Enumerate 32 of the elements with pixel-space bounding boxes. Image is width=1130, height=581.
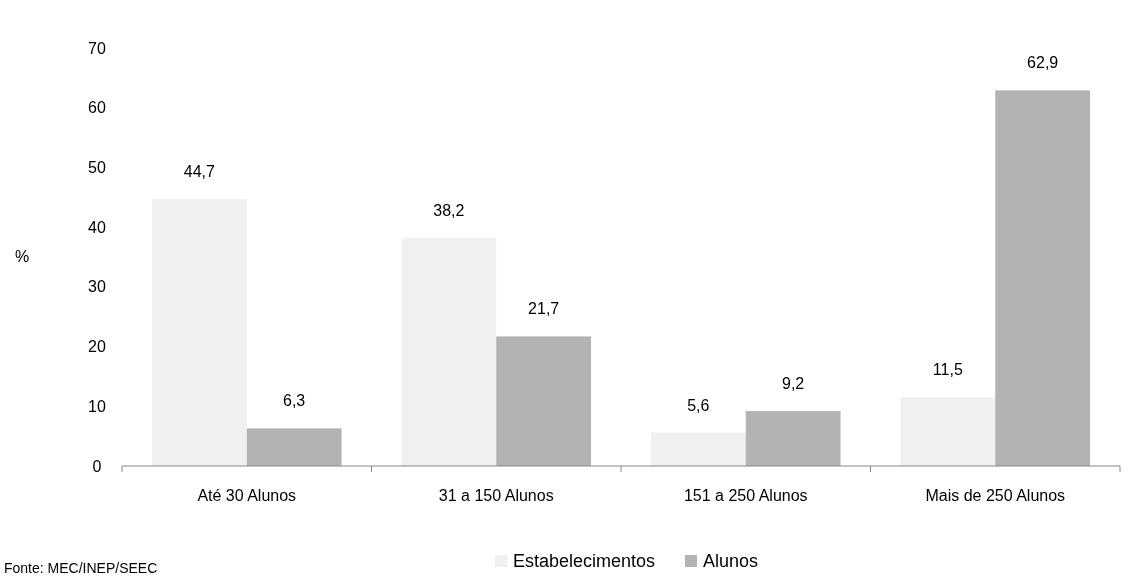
bar <box>401 237 497 466</box>
y-tick-label: 60 <box>88 99 106 117</box>
bar <box>995 90 1091 466</box>
x-tick-label: 31 a 150 Alunos <box>438 487 554 504</box>
x-tick-label: 151 a 250 Alunos <box>683 487 808 504</box>
bar <box>496 336 592 466</box>
y-tick-label: 50 <box>88 159 106 177</box>
y-tick-label: 30 <box>88 278 106 296</box>
data-label: 21,7 <box>528 300 560 318</box>
x-tick-label: Até 30 Alunos <box>197 487 297 504</box>
bar <box>151 199 247 466</box>
y-tick-label: 70 <box>88 39 106 57</box>
legend-label: Estabelecimentos <box>513 551 656 571</box>
y-tick-label: 0 <box>92 457 102 475</box>
data-label: 6,3 <box>283 392 306 410</box>
y-axis-title: % <box>14 248 30 265</box>
y-tick-label: 40 <box>88 218 106 236</box>
bar <box>745 411 841 466</box>
legend-label: Alunos <box>703 551 759 571</box>
data-label: 11,5 <box>932 361 963 379</box>
y-tick-label: 20 <box>88 338 106 356</box>
data-label: 5,6 <box>687 396 710 414</box>
source-note: Fonte: MEC/INEP/SEEC <box>4 560 158 576</box>
bar <box>246 428 342 466</box>
x-tick-label: Mais de 250 Alunos <box>925 487 1066 504</box>
data-label: 62,9 <box>1027 54 1059 72</box>
y-tick-label: 10 <box>88 397 106 415</box>
data-label: 9,2 <box>782 375 805 393</box>
data-label: 44,7 <box>183 163 216 181</box>
bar <box>650 432 746 466</box>
data-label: 38,2 <box>433 201 465 219</box>
bar <box>900 397 996 466</box>
